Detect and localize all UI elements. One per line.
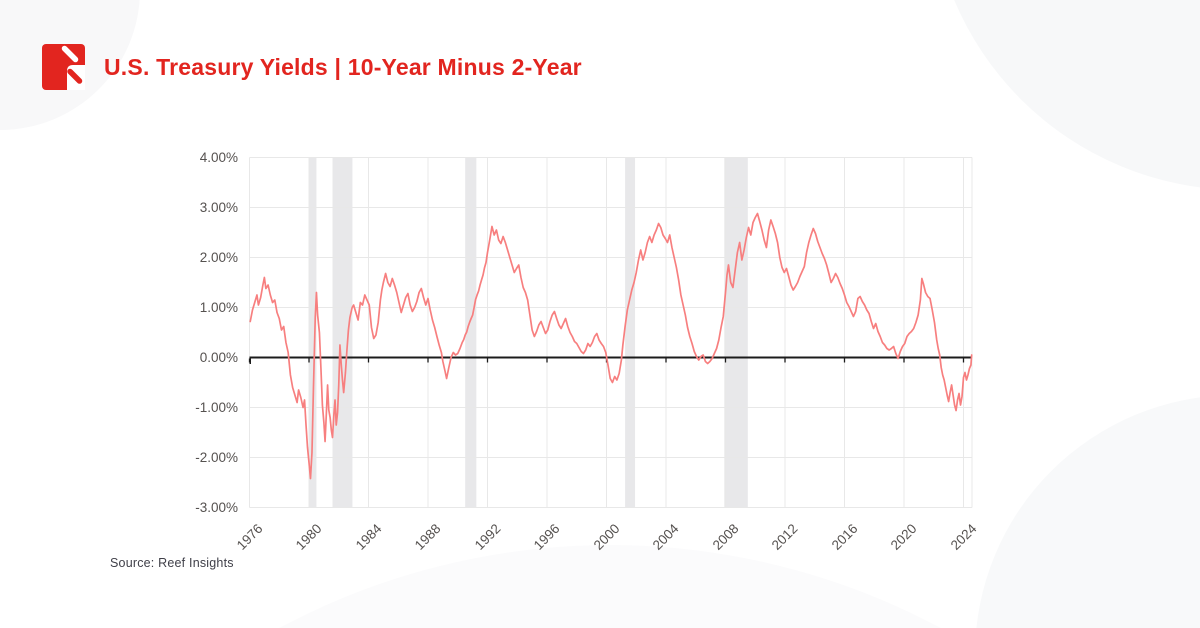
reef-insights-logo-icon xyxy=(42,44,85,90)
y-tick-label: -2.00% xyxy=(195,449,238,465)
y-tick-label: 3.00% xyxy=(199,199,238,215)
recession-band xyxy=(625,157,636,508)
y-tick-label: 2.00% xyxy=(199,249,238,265)
y-tick-label: 0.00% xyxy=(199,349,238,365)
recession-band xyxy=(309,157,317,508)
recession-band xyxy=(465,157,477,508)
spread-line xyxy=(249,212,973,480)
recession-band xyxy=(332,157,353,508)
source-attribution: Source: Reef Insights xyxy=(110,556,234,570)
header: U.S. Treasury Yields | 10-Year Minus 2-Y… xyxy=(42,44,582,90)
y-tick-label: -1.00% xyxy=(195,399,238,415)
y-tick-label: 4.00% xyxy=(199,149,238,165)
y-tick-label: 1.00% xyxy=(199,299,238,315)
recession-band xyxy=(724,157,748,508)
y-tick-label: -3.00% xyxy=(195,499,238,515)
page-title: U.S. Treasury Yields | 10-Year Minus 2-Y… xyxy=(104,54,582,80)
